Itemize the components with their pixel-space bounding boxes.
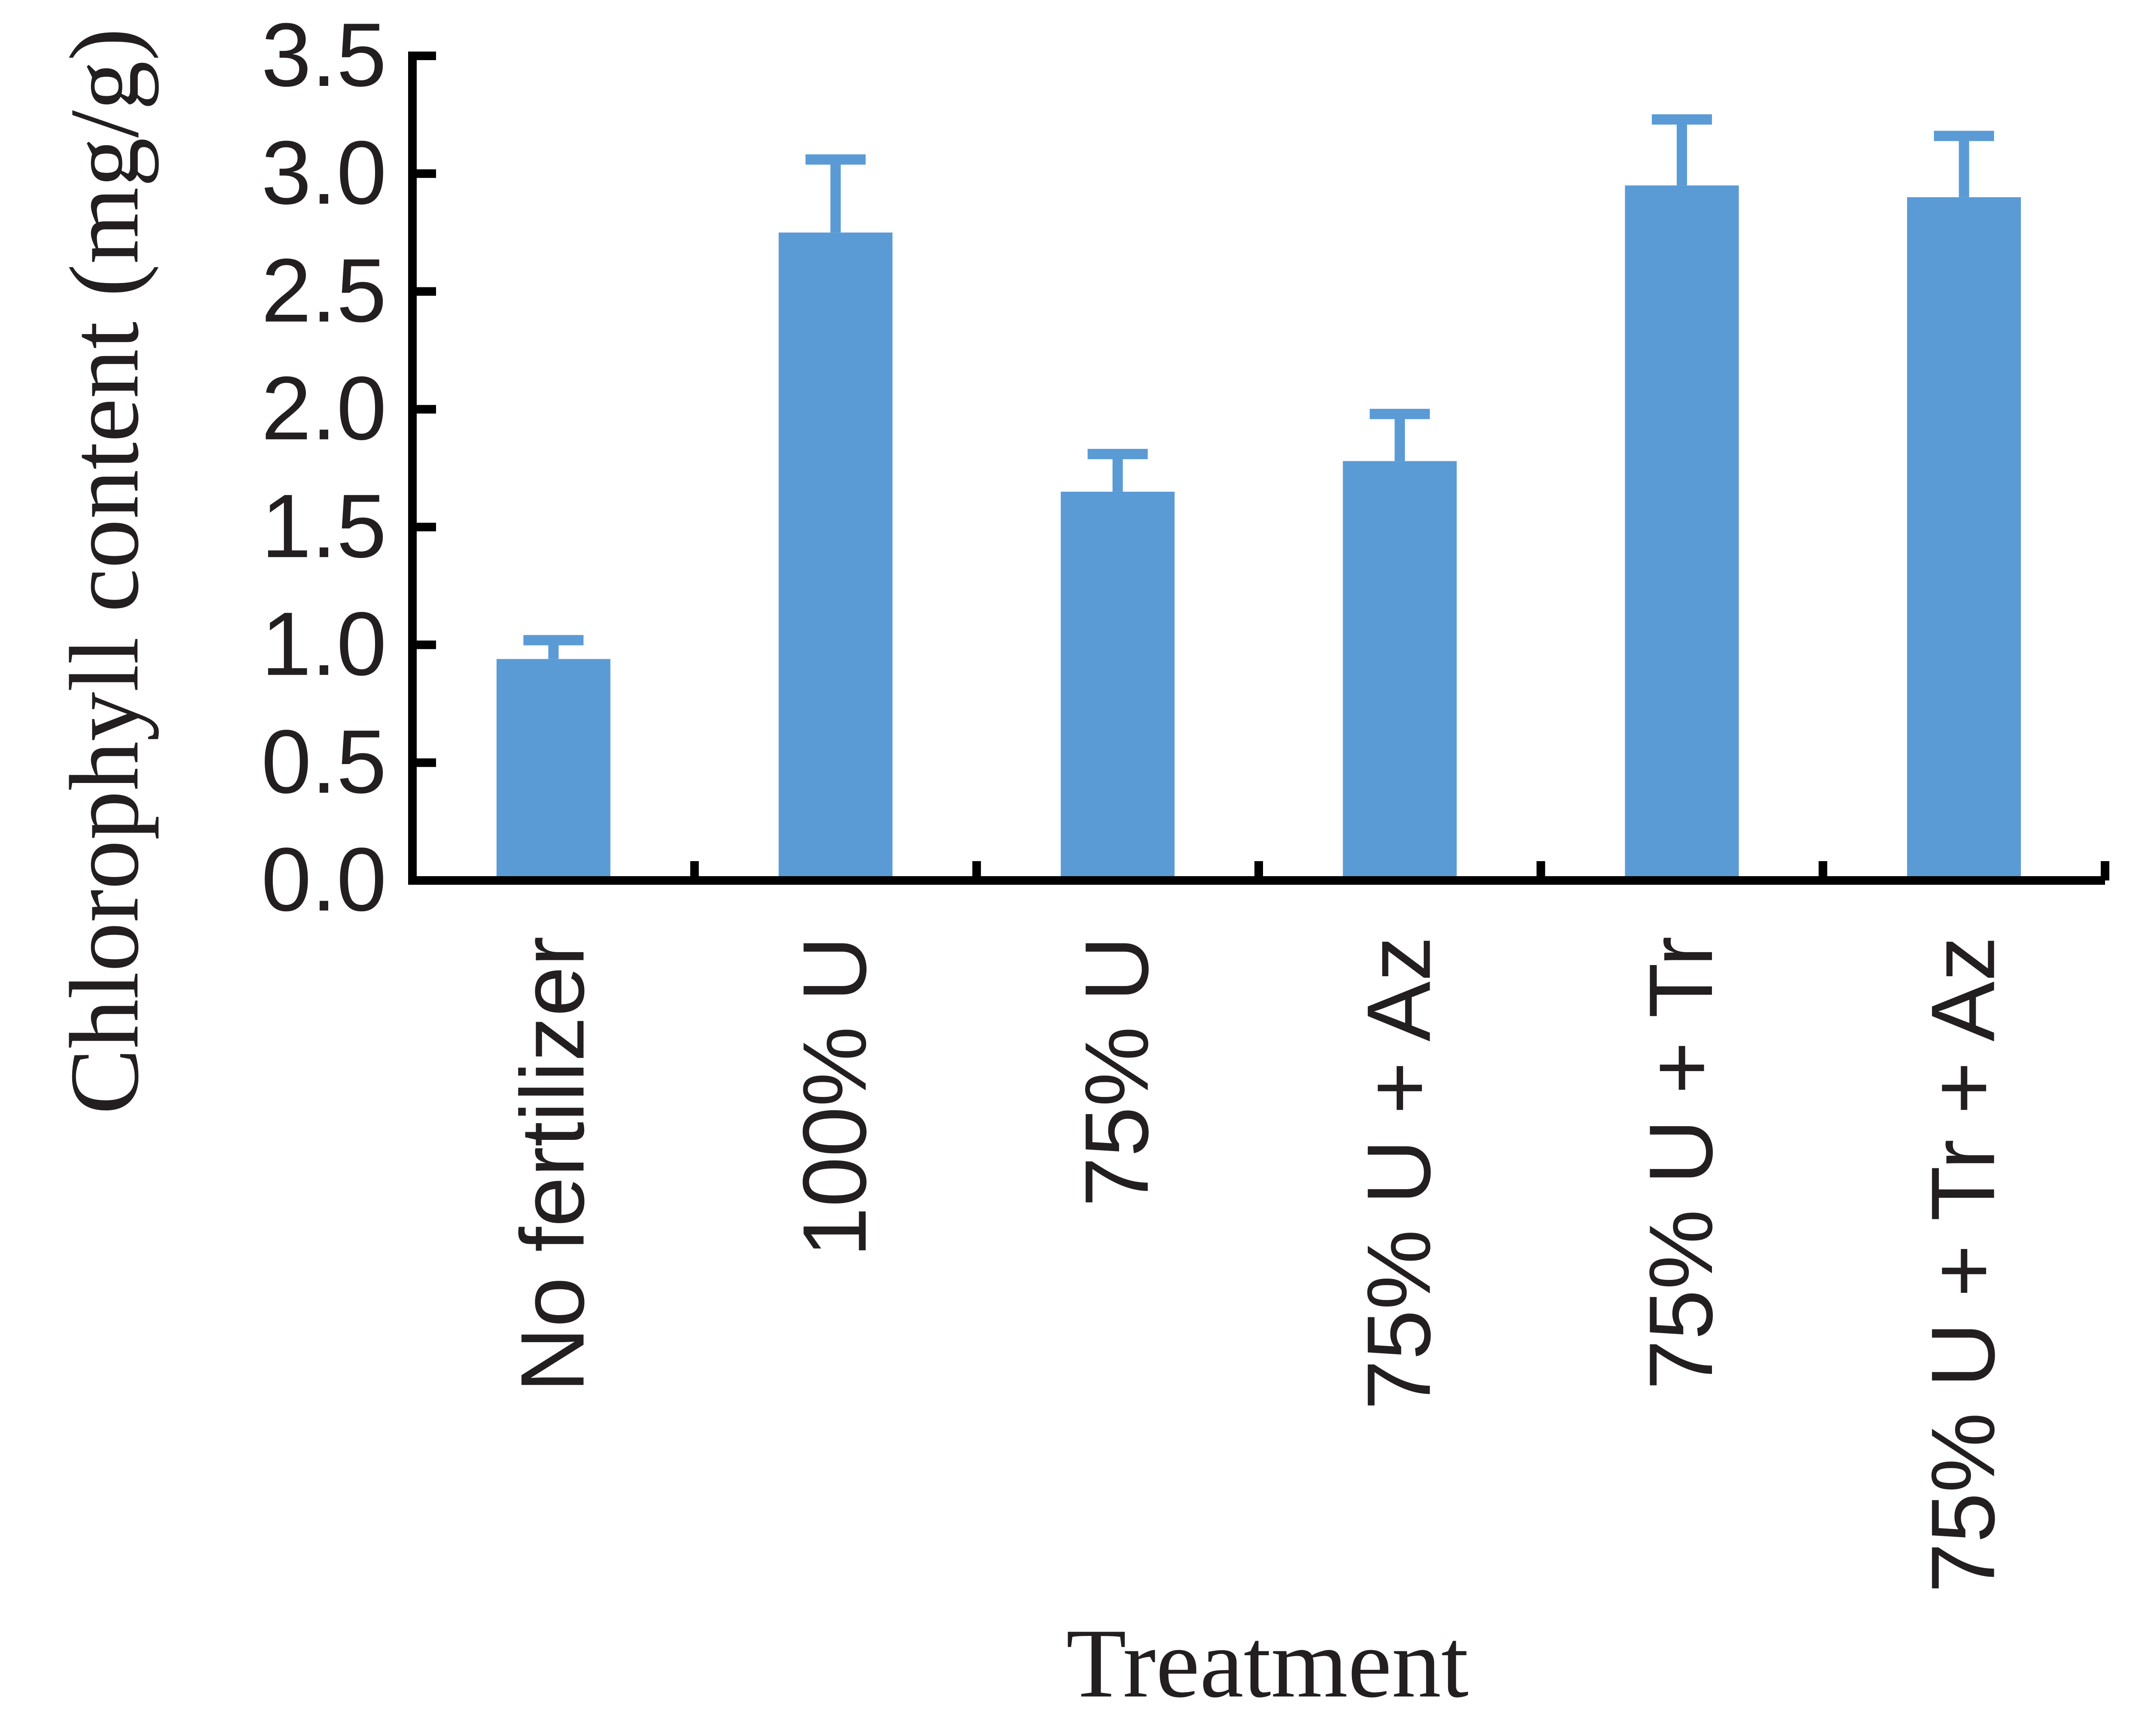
bar bbox=[1625, 185, 1739, 880]
y-tick-label: 2.0 bbox=[261, 358, 387, 459]
x-category-label: 75% U + Az bbox=[1348, 936, 1449, 1410]
error-bars-layer bbox=[523, 114, 1994, 659]
x-category-label: 75% U + Tr bbox=[1630, 936, 1731, 1390]
bars-layer bbox=[496, 185, 2021, 881]
x-category-label: No fertilizer bbox=[502, 936, 603, 1392]
x-category-label: 75% U bbox=[1066, 936, 1167, 1207]
bar bbox=[496, 659, 610, 880]
x-category-label: 100% U bbox=[784, 936, 885, 1257]
y-tick-label: 1.0 bbox=[261, 593, 387, 694]
x-category-label: 75% U + Tr + Az bbox=[1913, 936, 2014, 1593]
y-tick-label: 3.0 bbox=[261, 122, 387, 223]
y-tick-label: 2.5 bbox=[261, 240, 387, 341]
bar bbox=[1907, 197, 2021, 881]
x-ticks-layer: No fertilizer 100% U 75% U 75% U + Az 75% U … bbox=[502, 861, 2109, 1593]
y-axis-title: Chlorophyll content (mg/g) bbox=[49, 28, 159, 1115]
y-tick-label: 0.5 bbox=[261, 711, 387, 812]
y-tick-label: 1.5 bbox=[261, 475, 387, 576]
axes-layer bbox=[408, 52, 2105, 885]
bar bbox=[778, 232, 893, 880]
y-ticks-layer: 0.0 0.5 1.0 1.5 2.0 2.5 3.0 3.5 bbox=[261, 4, 436, 930]
y-tick-label: 0.0 bbox=[261, 829, 387, 930]
x-axis-title: Treatment bbox=[1066, 1608, 1469, 1718]
bar bbox=[1342, 461, 1457, 880]
bar bbox=[1061, 491, 1175, 880]
y-tick-label: 3.5 bbox=[261, 4, 387, 105]
